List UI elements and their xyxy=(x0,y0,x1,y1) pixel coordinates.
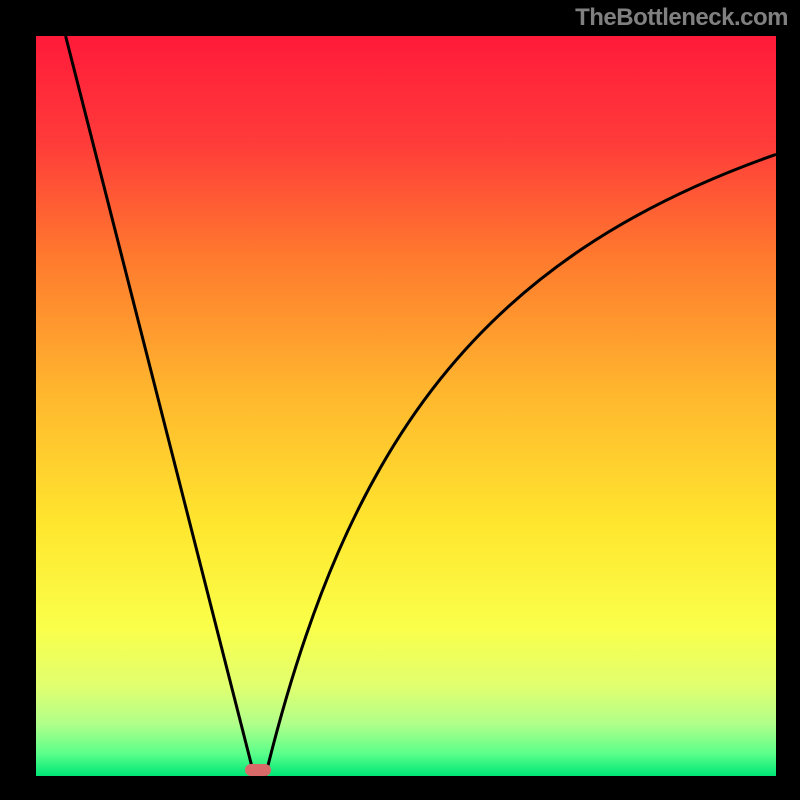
curve-right-branch xyxy=(265,154,776,776)
optimum-marker xyxy=(245,764,271,776)
curve-left-branch xyxy=(66,36,255,776)
watermark-text: TheBottleneck.com xyxy=(575,4,788,32)
bottleneck-curve xyxy=(36,36,776,776)
plot-area xyxy=(36,36,776,776)
chart-canvas: TheBottleneck.com xyxy=(0,0,800,800)
